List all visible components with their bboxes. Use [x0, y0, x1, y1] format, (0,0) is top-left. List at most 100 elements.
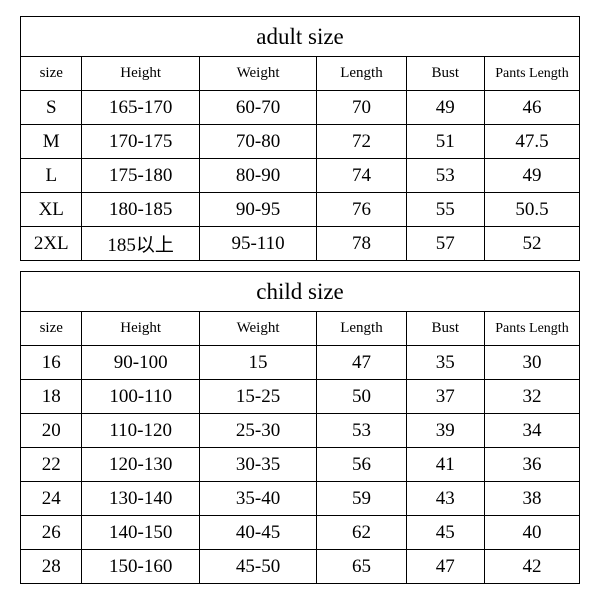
cell: 175-180 [82, 159, 199, 193]
cell: 78 [317, 227, 406, 261]
cell: 90-95 [199, 193, 316, 227]
cell: 36 [484, 448, 579, 482]
cell: 46 [484, 91, 579, 125]
cell: 76 [317, 193, 406, 227]
col-header-weight: Weight [199, 57, 316, 91]
cell: 28 [21, 550, 82, 584]
cell: 32 [484, 380, 579, 414]
cell: 53 [317, 414, 406, 448]
cell: 80-90 [199, 159, 316, 193]
cell: 110-120 [82, 414, 199, 448]
cell: 41 [406, 448, 484, 482]
cell: 140-150 [82, 516, 199, 550]
cell: 22 [21, 448, 82, 482]
cell: 45 [406, 516, 484, 550]
cell: S [21, 91, 82, 125]
cell: 170-175 [82, 125, 199, 159]
table-row: 2XL 185以上 95-110 78 57 52 [21, 227, 580, 261]
cell: 49 [484, 159, 579, 193]
cell: 18 [21, 380, 82, 414]
cell: 56 [317, 448, 406, 482]
cell: 50 [317, 380, 406, 414]
table-row: 20 110-120 25-30 53 39 34 [21, 414, 580, 448]
cell: 49 [406, 91, 484, 125]
table-row: S 165-170 60-70 70 49 46 [21, 91, 580, 125]
cell: 15-25 [199, 380, 316, 414]
col-header-size: size [21, 312, 82, 346]
table-row: 28 150-160 45-50 65 47 42 [21, 550, 580, 584]
cell: 38 [484, 482, 579, 516]
cell: 40-45 [199, 516, 316, 550]
col-header-length: Length [317, 57, 406, 91]
adult-title: adult size [21, 17, 580, 57]
cell: M [21, 125, 82, 159]
child-size-table-wrap: child size size Height Weight Length Bus… [20, 271, 580, 584]
cell: 74 [317, 159, 406, 193]
table-title-row: child size [21, 272, 580, 312]
adult-size-table: adult size size Height Weight Length Bus… [20, 16, 580, 261]
cell: XL [21, 193, 82, 227]
table-row: XL 180-185 90-95 76 55 50.5 [21, 193, 580, 227]
cell: 43 [406, 482, 484, 516]
cell: 53 [406, 159, 484, 193]
cell: 50.5 [484, 193, 579, 227]
table-row: L 175-180 80-90 74 53 49 [21, 159, 580, 193]
cell: 150-160 [82, 550, 199, 584]
cell: 42 [484, 550, 579, 584]
col-header-height: Height [82, 57, 199, 91]
cell: 25-30 [199, 414, 316, 448]
table-row: 24 130-140 35-40 59 43 38 [21, 482, 580, 516]
cell: 47 [317, 346, 406, 380]
cell: L [21, 159, 82, 193]
cell: 180-185 [82, 193, 199, 227]
cell: 47 [406, 550, 484, 584]
cell: 55 [406, 193, 484, 227]
col-header-weight: Weight [199, 312, 316, 346]
cell: 45-50 [199, 550, 316, 584]
cell: 72 [317, 125, 406, 159]
child-title: child size [21, 272, 580, 312]
cell: 26 [21, 516, 82, 550]
table-row: 26 140-150 40-45 62 45 40 [21, 516, 580, 550]
col-header-bust: Bust [406, 57, 484, 91]
cell: 60-70 [199, 91, 316, 125]
child-size-table: child size size Height Weight Length Bus… [20, 271, 580, 584]
cell: 30-35 [199, 448, 316, 482]
cell: 51 [406, 125, 484, 159]
cell: 62 [317, 516, 406, 550]
cell: 165-170 [82, 91, 199, 125]
cell: 95-110 [199, 227, 316, 261]
col-header-size: size [21, 57, 82, 91]
cell: 185以上 [82, 227, 199, 261]
col-header-length: Length [317, 312, 406, 346]
table-row: 18 100-110 15-25 50 37 32 [21, 380, 580, 414]
cell: 47.5 [484, 125, 579, 159]
col-header-pants: Pants Length [484, 312, 579, 346]
cell: 120-130 [82, 448, 199, 482]
table-header-row: size Height Weight Length Bust Pants Len… [21, 312, 580, 346]
cell: 65 [317, 550, 406, 584]
col-header-bust: Bust [406, 312, 484, 346]
cell: 15 [199, 346, 316, 380]
cell: 24 [21, 482, 82, 516]
adult-size-table-wrap: adult size size Height Weight Length Bus… [20, 16, 580, 261]
cell: 20 [21, 414, 82, 448]
cell: 35 [406, 346, 484, 380]
cell: 70 [317, 91, 406, 125]
cell: 57 [406, 227, 484, 261]
cell: 59 [317, 482, 406, 516]
cell: 16 [21, 346, 82, 380]
col-header-height: Height [82, 312, 199, 346]
cell: 35-40 [199, 482, 316, 516]
cell: 52 [484, 227, 579, 261]
col-header-pants: Pants Length [484, 57, 579, 91]
cell: 39 [406, 414, 484, 448]
cell: 90-100 [82, 346, 199, 380]
cell: 34 [484, 414, 579, 448]
table-row: 22 120-130 30-35 56 41 36 [21, 448, 580, 482]
cell: 70-80 [199, 125, 316, 159]
cell: 40 [484, 516, 579, 550]
cell: 37 [406, 380, 484, 414]
table-row: 16 90-100 15 47 35 30 [21, 346, 580, 380]
cell: 130-140 [82, 482, 199, 516]
